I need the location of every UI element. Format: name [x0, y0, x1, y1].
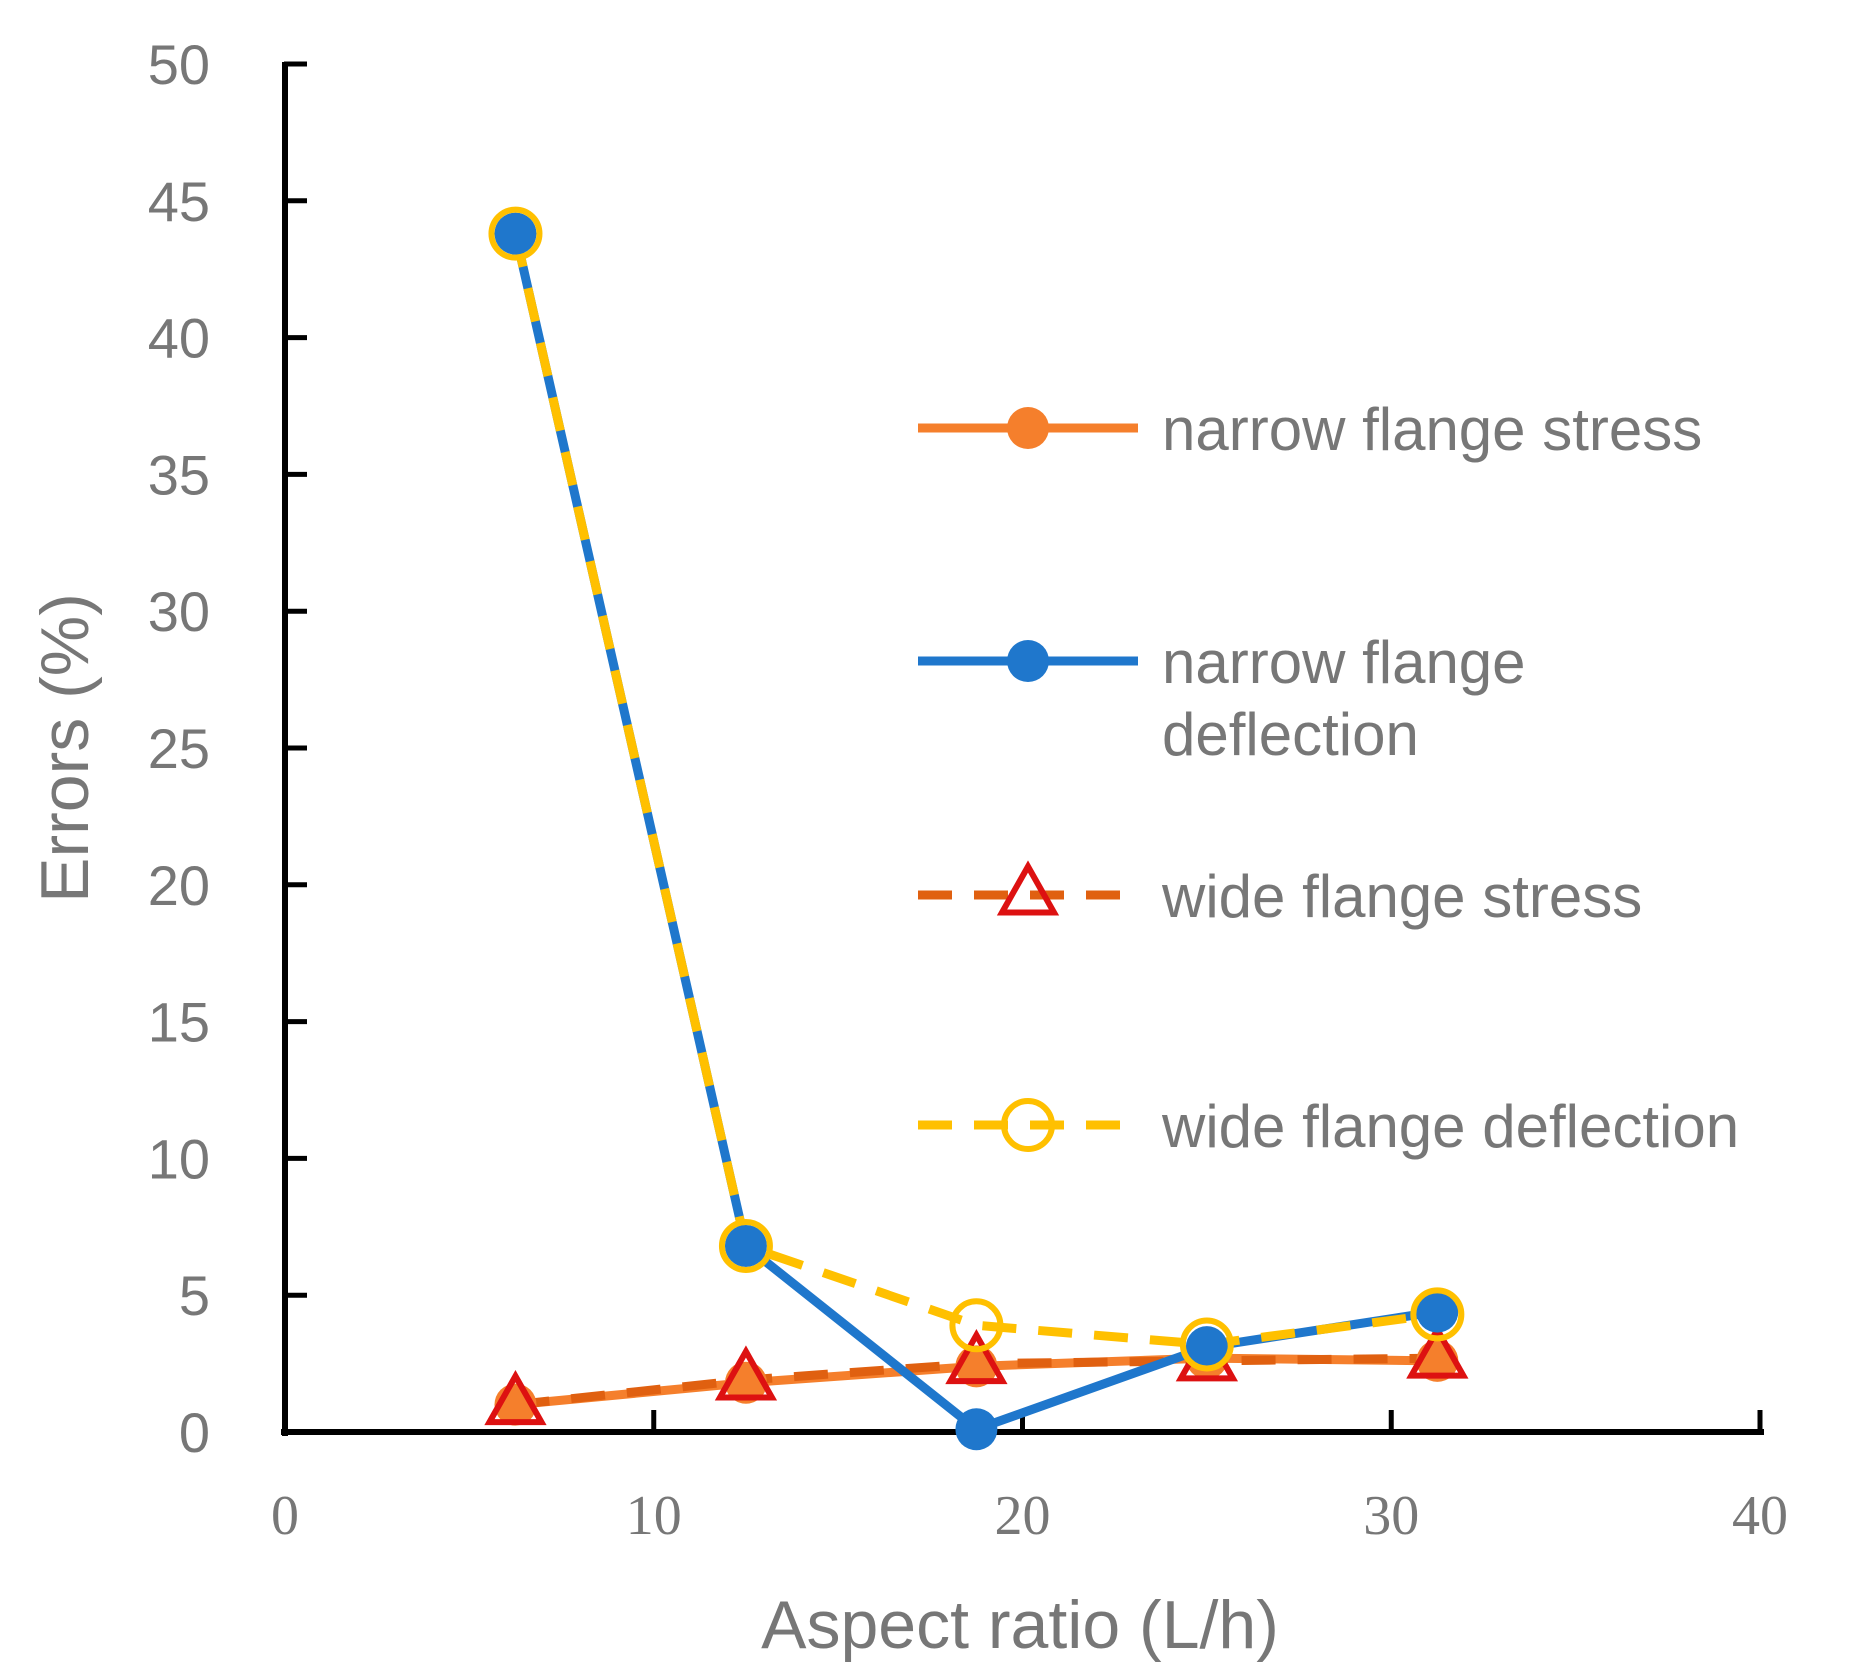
legend-marker — [996, 860, 1060, 916]
legend-marker — [1007, 407, 1049, 449]
legend-label: narrow flange stress — [1162, 396, 1702, 463]
data-point — [1410, 1287, 1465, 1342]
y-tick-label: 25 — [148, 717, 210, 780]
data-point — [484, 1370, 547, 1426]
legend: narrow flange stress narrow flangedeflect… — [918, 396, 1739, 1160]
y-tick-label: 5 — [179, 1264, 210, 1327]
legend-marker — [1007, 640, 1049, 682]
data-point — [494, 212, 537, 255]
x-axis-title: Aspect ratio (L/h) — [761, 1587, 1279, 1663]
y-tick-label: 20 — [148, 854, 210, 917]
series-markers — [484, 206, 1469, 1451]
data-point — [1416, 1290, 1459, 1333]
data-point — [1406, 1323, 1469, 1379]
axes: 0 5 10 15 20 25 30 35 40 45 50 0 10 20 30 40 — [148, 33, 1788, 1547]
legend-label: wide flange stress — [1161, 863, 1642, 930]
legend-marker — [1001, 1098, 1055, 1152]
legend-label: deflection — [1162, 701, 1419, 768]
y-axis-title: Errors (%) — [27, 593, 103, 903]
x-tick-label: 30 — [1363, 1485, 1419, 1547]
y-tick-label: 40 — [148, 307, 210, 370]
x-tick-label: 10 — [626, 1485, 682, 1547]
data-point — [949, 1298, 1004, 1353]
data-point — [488, 206, 543, 261]
data-point — [945, 1328, 1008, 1385]
y-tick-label: 0 — [179, 1401, 210, 1464]
data-point — [955, 1408, 998, 1451]
data-point — [1179, 1317, 1234, 1372]
x-tick-label: 20 — [995, 1485, 1051, 1547]
x-tick-label: 0 — [271, 1485, 299, 1547]
data-point — [724, 1224, 767, 1267]
y-tick-label: 35 — [148, 443, 210, 506]
legend-label: wide flange deflection — [1161, 1093, 1739, 1160]
data-point — [1185, 1326, 1228, 1369]
y-tick-label: 15 — [148, 991, 210, 1054]
x-tick-label: 40 — [1732, 1485, 1788, 1547]
data-point — [718, 1218, 773, 1273]
data-point — [714, 1345, 778, 1401]
y-tick-label: 45 — [148, 170, 210, 233]
y-tick-label: 30 — [148, 580, 210, 643]
series-line — [511, 232, 1438, 1349]
y-tick-label: 50 — [148, 33, 210, 96]
y-tick-label: 10 — [148, 1127, 210, 1190]
legend-label: narrow flange — [1162, 629, 1526, 696]
